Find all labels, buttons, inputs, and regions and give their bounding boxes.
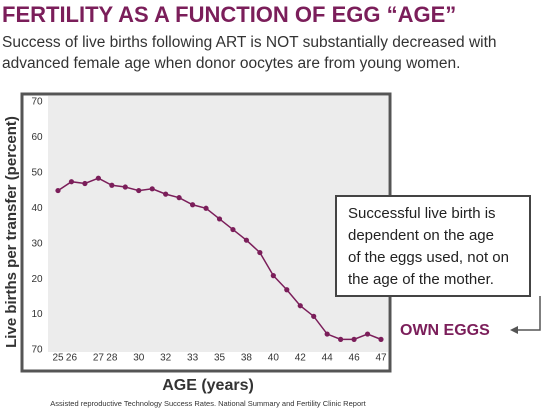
x-tick-label: 27 [93, 353, 105, 364]
y-tick-label: 70 [31, 345, 43, 356]
data-point [82, 180, 88, 187]
callout-text: dependent on the age [348, 227, 494, 244]
data-point [136, 187, 142, 194]
y-axis-label: Live births per transfer (percent) [3, 116, 20, 348]
subtitle: advanced female age when donor oocytes a… [2, 55, 460, 72]
x-tick-label: 25 [52, 353, 64, 364]
callout-text: the age of the mother. [348, 271, 494, 288]
y-tick-label: 70 [31, 97, 43, 108]
data-point [284, 287, 290, 293]
data-point [216, 216, 223, 222]
x-axis-label: AGE (years) [162, 377, 254, 394]
data-point [338, 336, 344, 342]
source: Assisted reproductive Technology Success… [50, 399, 366, 408]
callout-text: of the eggs used, not on [348, 249, 509, 266]
callout-text: Successful live birth is [348, 205, 496, 222]
subtitle: Success of live births following ART is … [2, 34, 497, 51]
x-tick-label: 33 [187, 353, 199, 364]
y-tick-label: 30 [31, 238, 43, 249]
data-point [149, 186, 155, 192]
x-tick-label: 47 [375, 353, 387, 364]
data-point [243, 237, 250, 243]
x-tick-label: 28 [106, 353, 118, 364]
data-point [109, 182, 115, 188]
data-point [95, 175, 101, 181]
data-point [68, 179, 75, 185]
x-tick-label: 46 [349, 353, 361, 364]
data-point [270, 273, 276, 279]
x-tick-label: 40 [268, 353, 280, 364]
data-point [176, 195, 182, 201]
callout-arrow [516, 296, 541, 331]
data-point [364, 331, 371, 337]
y-tick-label: 10 [31, 309, 43, 320]
x-tick-label: 38 [241, 353, 253, 364]
data-point [203, 205, 209, 211]
x-tick-label: 42 [295, 353, 307, 364]
data-point [122, 184, 128, 190]
y-tick-label: 50 [31, 167, 43, 178]
data-point [230, 226, 236, 233]
x-tick-label: 30 [133, 353, 145, 364]
y-tick-label: 20 [31, 274, 43, 285]
data-point [163, 191, 169, 197]
plot-area [48, 96, 388, 352]
data-point [324, 331, 330, 337]
arrow-head [510, 326, 518, 334]
x-tick-label: 35 [214, 353, 226, 364]
data-point [55, 187, 61, 194]
x-tick-label: 26 [66, 353, 78, 364]
callout-box [335, 195, 531, 297]
data-point [351, 336, 357, 342]
y-tick-label: 40 [31, 203, 43, 214]
chart-title: FERTILITY AS A FUNCTION OF EGG “AGE” [2, 2, 456, 27]
y-tick-label: 60 [31, 132, 43, 143]
data-point [257, 249, 263, 256]
x-tick-label: 44 [322, 353, 334, 364]
data-point [189, 202, 196, 208]
data-point [378, 336, 384, 342]
data-point [297, 303, 303, 309]
legend-label: OWN EGGS [400, 322, 490, 339]
data-point [311, 313, 317, 319]
x-tick-label: 32 [160, 353, 172, 364]
